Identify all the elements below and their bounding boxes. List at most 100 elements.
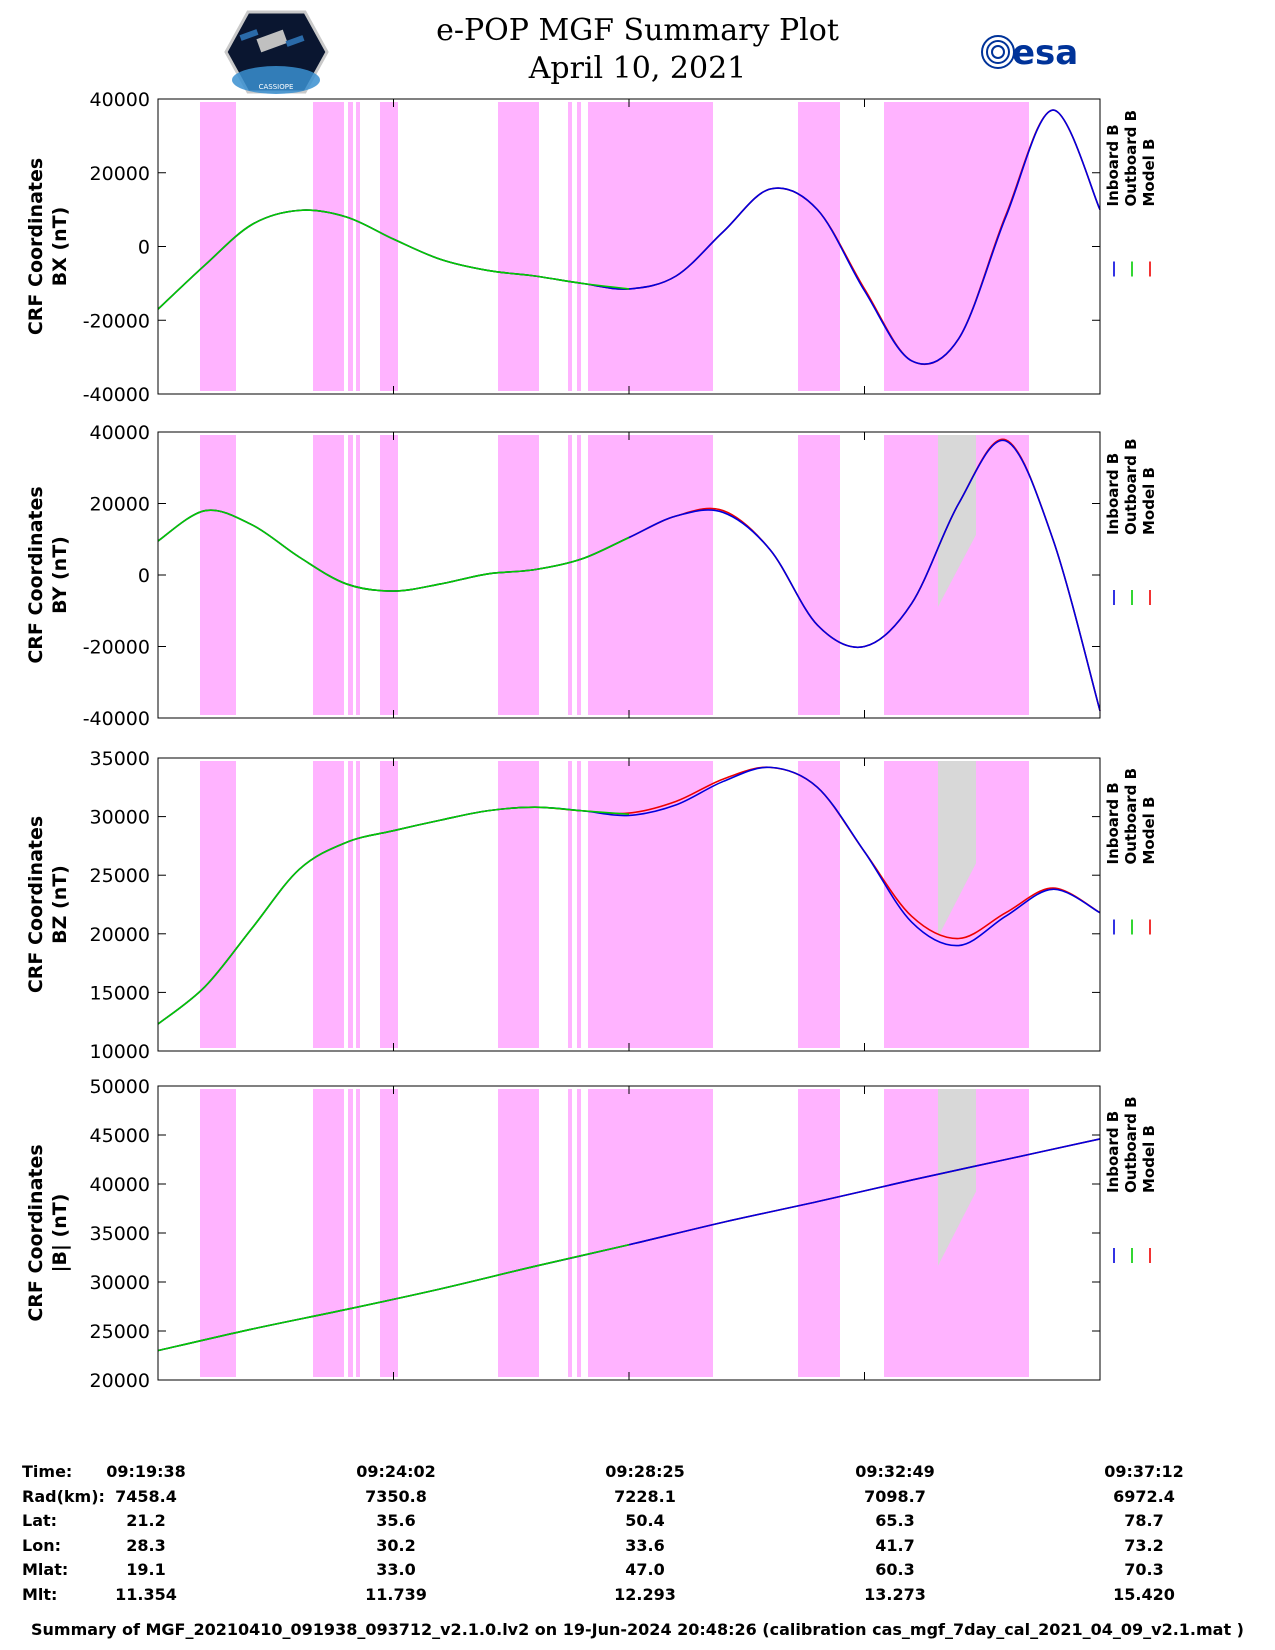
pink-band	[498, 1089, 539, 1377]
y-axis-label-line1: CRF Coordinates	[25, 486, 47, 663]
pink-band	[588, 435, 713, 715]
series-line-outboard-b	[157, 509, 630, 592]
pink-band	[380, 435, 398, 715]
pink-band	[200, 435, 236, 715]
pink-band	[577, 1089, 581, 1377]
pink-band	[348, 102, 353, 391]
mlt-value: 11.354	[115, 1584, 177, 1604]
pink-band	[798, 761, 840, 1048]
file-caption: Summary of MGF_20210410_091938_093712_v2…	[31, 1620, 1244, 1639]
mlt-value: 13.273	[864, 1584, 926, 1604]
mlt-value: 15.420	[1113, 1584, 1175, 1604]
legend-label: Model B	[1140, 467, 1158, 535]
pink-band	[588, 1089, 713, 1377]
pink-band	[568, 1089, 572, 1377]
mlat-value: 47.0	[625, 1560, 665, 1579]
y-axis-label-line1: CRF Coordinates	[25, 816, 47, 993]
y-tick-label: 30000	[90, 807, 150, 829]
y-tick-label: 35000	[90, 748, 150, 770]
mlt-value: 11.739	[365, 1584, 427, 1604]
rad-value: 7458.4	[115, 1486, 177, 1506]
y-axis-label-line1: CRF Coordinates	[25, 158, 47, 335]
y-tick-label: 25000	[90, 1321, 150, 1343]
panel-2: 40000 20000 0 -20000 -40000 CRF Coordinates BY…	[25, 422, 1158, 730]
row-lat: Lat: 21.2 35.6 50.4 65.3 78.7	[22, 1511, 1242, 1536]
legend-label: Inboard B	[1104, 124, 1122, 206]
row-time: Time: 09:19:38 09:24:02 09:28:25 09:32:4…	[22, 1462, 1242, 1487]
pink-band	[356, 761, 360, 1048]
panel-1: 40000 20000 0 -20000 -40000 CRF Coordinates BX…	[25, 89, 1158, 406]
legend-label: Inboard B	[1104, 782, 1122, 864]
pink-band	[568, 435, 572, 715]
y-tick-label: 40000	[90, 89, 150, 111]
legend-label: Model B	[1140, 1125, 1158, 1193]
lat-value: 21.2	[126, 1511, 166, 1530]
row-mlt: Mlt: 11.354 11.739 12.293 13.273 15.420	[22, 1585, 1242, 1610]
y-tick-label: 10000	[90, 1041, 150, 1063]
legend-label: Outboard B	[1122, 768, 1140, 865]
lon-value: 41.7	[875, 1535, 915, 1555]
y-tick-label: -40000	[83, 384, 150, 406]
row-label-lat: Lat:	[22, 1511, 58, 1530]
lat-value: 65.3	[875, 1511, 915, 1530]
lon-value: 73.2	[1124, 1535, 1164, 1555]
y-axis-label-line2: BZ (nT)	[49, 865, 71, 944]
y-axis-label: CRF Coordinates |B| (nT)	[25, 1144, 71, 1321]
pink-band	[200, 102, 236, 391]
cassiope-logo: CASSIOPE	[224, 10, 329, 94]
legend-label: Model B	[1140, 139, 1158, 207]
pink-band	[313, 1089, 344, 1377]
y-tick-label: 0	[138, 565, 150, 587]
gray-wedge	[938, 761, 976, 938]
legend-label: Outboard B	[1122, 438, 1140, 535]
time-value: 09:19:38	[106, 1462, 186, 1481]
pink-band	[798, 102, 840, 391]
row-label-mlat: Mlat:	[22, 1560, 69, 1579]
pink-band	[356, 102, 360, 391]
mlt-value: 12.293	[614, 1584, 676, 1604]
y-tick-label: 30000	[90, 1272, 150, 1294]
y-tick-label: 45000	[90, 1125, 150, 1147]
pink-band	[356, 435, 360, 715]
time-value: 09:37:12	[1104, 1462, 1184, 1481]
pink-band	[577, 435, 581, 715]
series-line-outboard-b	[157, 806, 630, 1025]
plot-date: April 10, 2021	[528, 51, 747, 86]
pink-band	[380, 102, 398, 391]
lat-value: 50.4	[625, 1511, 665, 1530]
lon-value: 33.6	[625, 1535, 665, 1555]
time-value: 09:24:02	[356, 1462, 436, 1481]
pink-band	[200, 761, 236, 1048]
pink-band	[568, 102, 572, 391]
y-tick-label: -20000	[83, 310, 150, 332]
rad-value: 6972.4	[1113, 1486, 1175, 1506]
esa-logo: esa	[981, 33, 1078, 73]
y-tick-label: 50000	[90, 1076, 150, 1098]
series-line-outboard-b	[157, 1243, 630, 1352]
lon-value: 30.2	[376, 1535, 416, 1555]
orbit-info-table: Time: 09:19:38 09:24:02 09:28:25 09:32:4…	[22, 1462, 1242, 1609]
y-axis-label-line2: BY (nT)	[49, 536, 71, 614]
y-tick-label: 20000	[90, 494, 150, 516]
time-value: 09:32:49	[855, 1462, 935, 1481]
y-tick-label: 0	[138, 237, 150, 259]
y-tick-label: -40000	[83, 708, 150, 730]
mlat-value: 70.3	[1124, 1560, 1164, 1579]
y-axis-label-line1: CRF Coordinates	[25, 1144, 47, 1321]
pink-band	[577, 761, 581, 1048]
pink-band	[498, 102, 539, 391]
y-tick-label: 20000	[90, 163, 150, 185]
pink-band	[588, 761, 713, 1048]
pink-band	[348, 1089, 353, 1377]
series-line-outboard-b	[157, 209, 630, 310]
pink-band	[798, 435, 840, 715]
panel-4: 50000 45000 40000 35000 30000 25000 20000 CRF C…	[25, 1076, 1158, 1392]
pink-band	[588, 102, 713, 391]
row-lon: Lon: 28.3 30.2 33.6 41.7 73.2	[22, 1536, 1242, 1561]
y-tick-label: 40000	[90, 422, 150, 444]
y-tick-label: -20000	[83, 637, 150, 659]
pink-band	[200, 1089, 236, 1377]
mlat-value: 60.3	[875, 1560, 915, 1579]
rad-value: 7098.7	[864, 1486, 926, 1506]
